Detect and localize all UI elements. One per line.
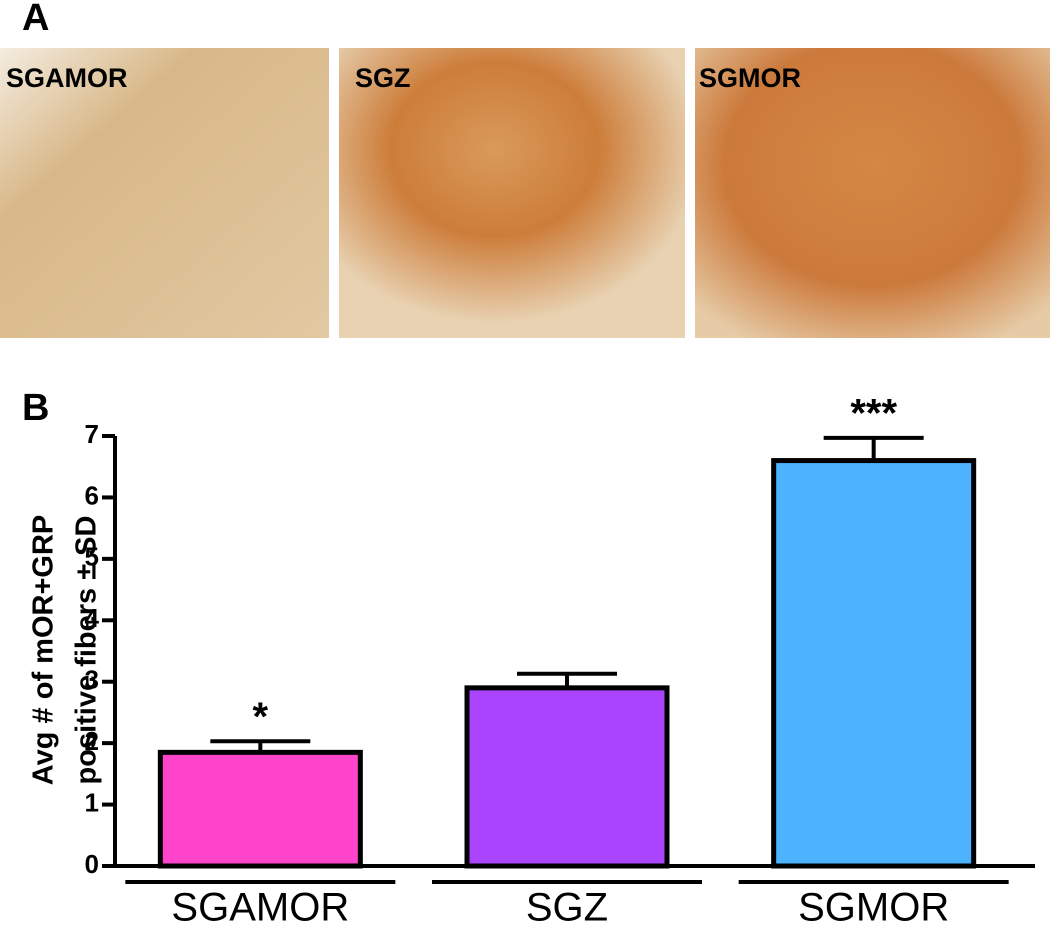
y-tick-label: 3 (85, 665, 99, 695)
y-tick-label: 5 (85, 542, 99, 572)
micrograph (695, 48, 1050, 338)
x-tick-label: SGMOR (798, 886, 949, 926)
image-label: SGMOR (699, 63, 801, 93)
y-tick-label: 7 (85, 419, 99, 449)
micrograph (0, 48, 329, 338)
x-tick-label: SGZ (526, 886, 608, 926)
y-axis-label: Avg # of mOR+GRP (28, 515, 60, 785)
micrograph (339, 48, 685, 338)
y-tick-label: 0 (85, 849, 99, 879)
significance-label: * (253, 695, 269, 739)
significance-label: *** (850, 391, 897, 435)
bar (771, 458, 977, 869)
y-tick-label: 6 (85, 480, 99, 510)
x-tick-label: SGAMOR (171, 886, 349, 926)
image-label: SGZ (355, 63, 411, 93)
panel-label: A (22, 0, 49, 39)
bar-chart: 0 1 2 3 4 5 6 7 Avg # of mOR+GRP positive fibers … (28, 391, 1035, 926)
y-tick-label: 2 (85, 726, 99, 756)
panel-label: B (22, 387, 49, 429)
y-tick-label: 1 (85, 787, 99, 817)
image-label: SGAMOR (6, 63, 128, 93)
y-axis-label: positive fibers ± SD (71, 516, 103, 785)
bar (157, 749, 363, 869)
bar (464, 685, 670, 869)
y-tick-label: 4 (85, 603, 100, 633)
